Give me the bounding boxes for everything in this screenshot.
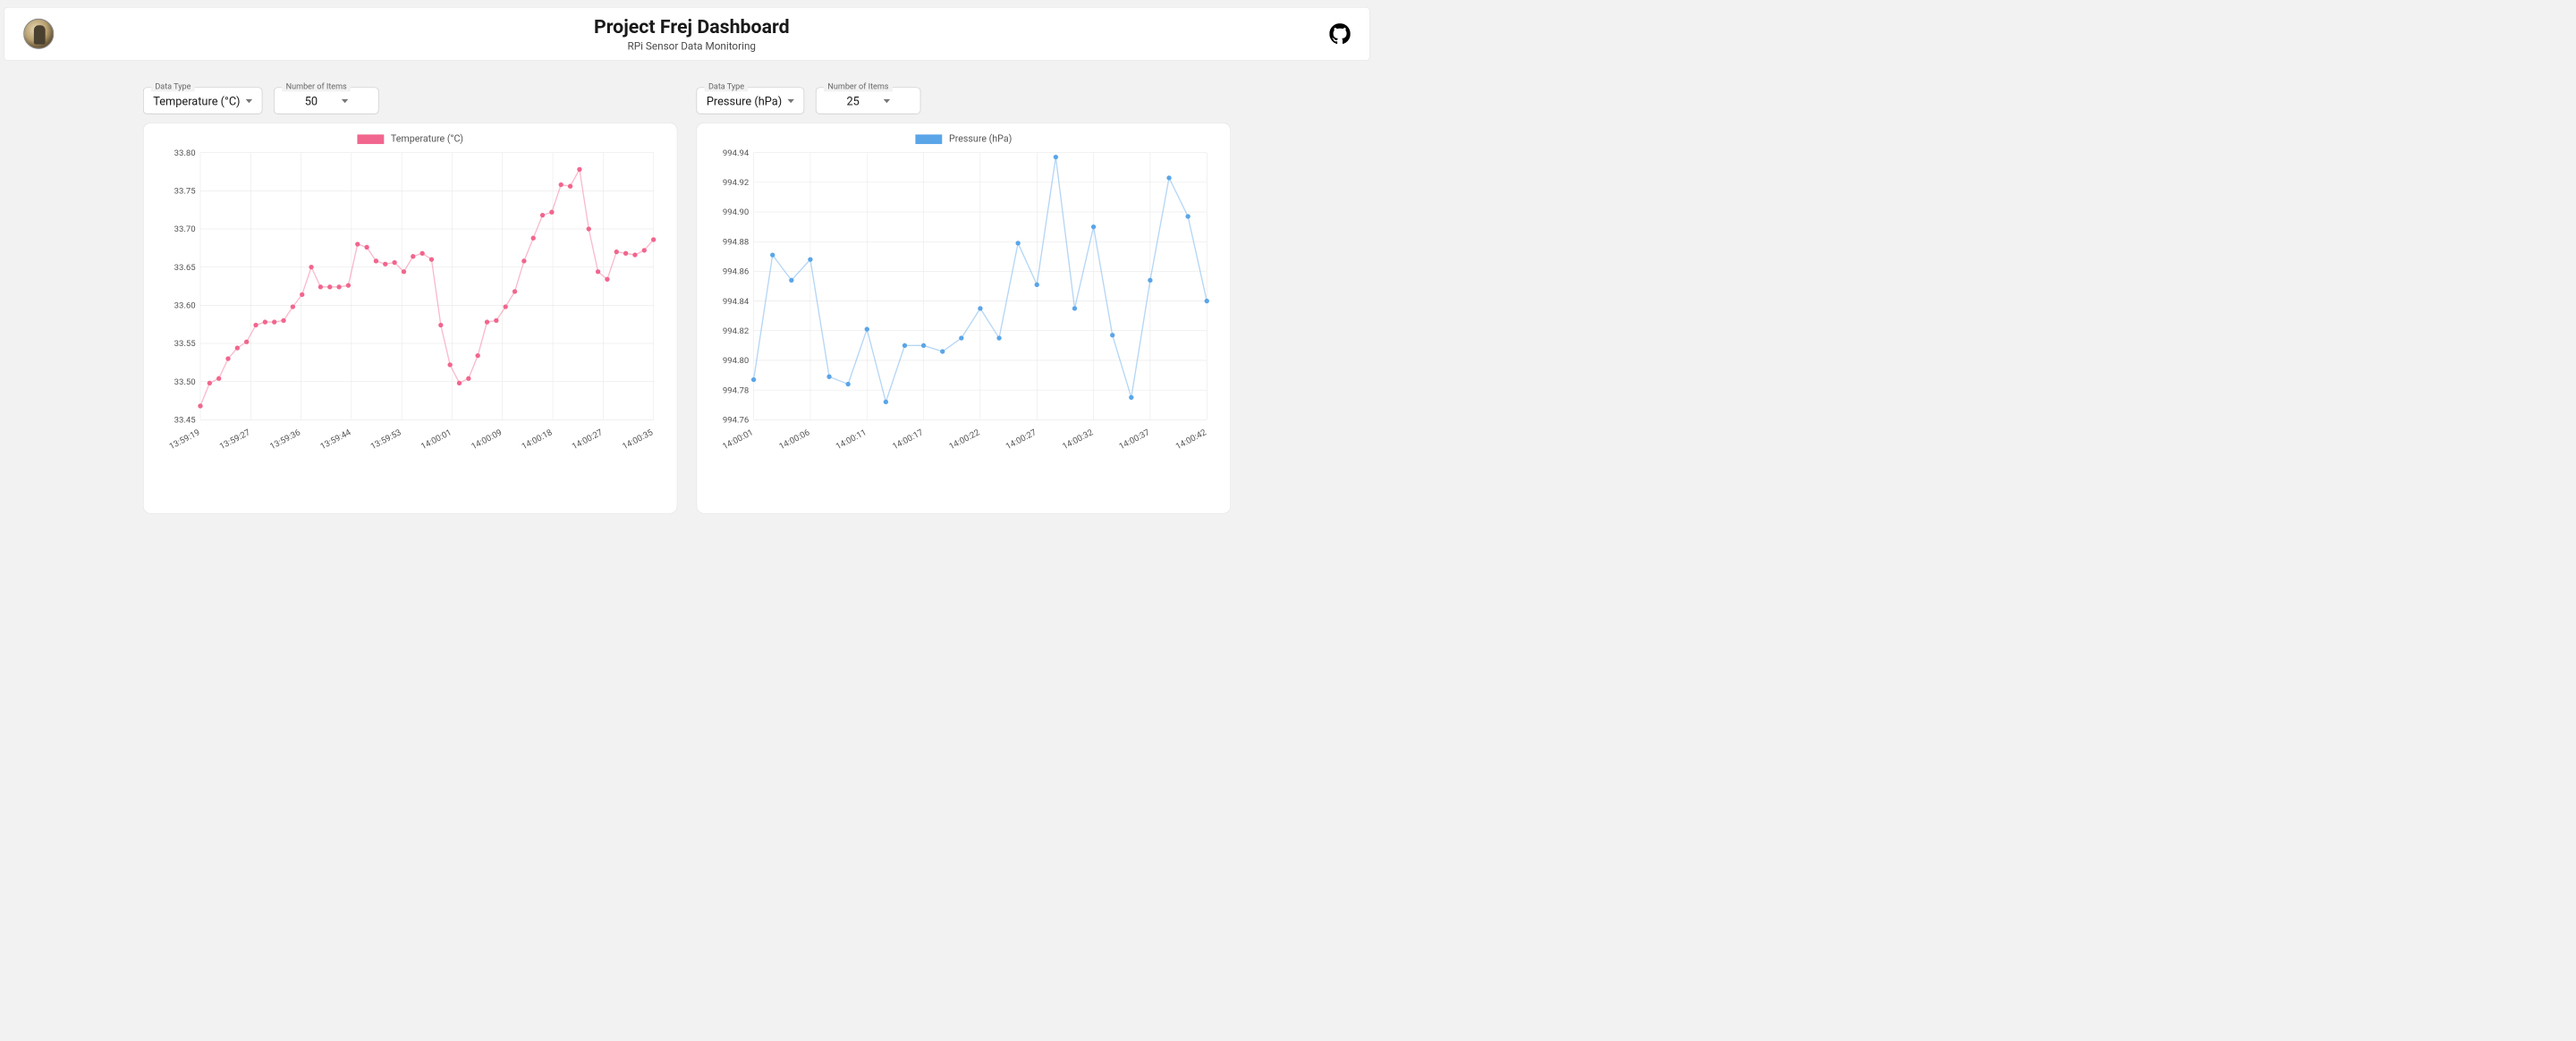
chevron-down-icon <box>342 99 348 103</box>
svg-text:994.76: 994.76 <box>723 416 749 426</box>
pressure-chart: 994.76 994.78 994.80 994.82 994.84 994.86 994.… <box>710 148 1216 453</box>
svg-text:14:00:09: 14:00:09 <box>470 427 504 452</box>
svg-text:14:00:22: 14:00:22 <box>948 427 982 452</box>
svg-text:14:00:27: 14:00:27 <box>571 427 605 452</box>
svg-text:14:00:06: 14:00:06 <box>778 427 812 452</box>
svg-text:14:00:01: 14:00:01 <box>721 427 755 452</box>
chart-panel-right: Data Type Pressure (hPa) Number of Items… <box>697 88 1231 514</box>
svg-text:14:00:37: 14:00:37 <box>1118 427 1152 452</box>
svg-text:33.55: 33.55 <box>174 339 196 349</box>
chevron-down-icon <box>884 99 890 103</box>
panel-controls: Data Type Pressure (hPa) Number of Items… <box>697 88 1231 114</box>
svg-text:994.80: 994.80 <box>723 356 749 366</box>
svg-text:33.75: 33.75 <box>174 187 196 197</box>
page-subtitle: RPi Sensor Data Monitoring <box>54 40 1329 52</box>
dashboard-content: Data Type Temperature (°C) Number of Ite… <box>0 64 1374 513</box>
svg-text:14:00:42: 14:00:42 <box>1174 427 1208 452</box>
svg-text:33.70: 33.70 <box>174 224 196 234</box>
items-count-select[interactable]: Number of Items 25 <box>816 88 920 114</box>
data-type-label: Data Type <box>151 82 195 92</box>
svg-text:13:59:36: 13:59:36 <box>268 427 302 452</box>
svg-text:14:00:35: 14:00:35 <box>621 427 655 452</box>
data-type-label: Data Type <box>705 82 749 92</box>
data-type-value: Pressure (hPa) <box>707 95 782 108</box>
svg-text:14:00:18: 14:00:18 <box>521 427 555 452</box>
svg-text:994.88: 994.88 <box>723 237 749 247</box>
svg-text:14:00:32: 14:00:32 <box>1061 427 1095 452</box>
data-type-select[interactable]: Data Type Pressure (hPa) <box>697 88 805 114</box>
svg-text:13:59:19: 13:59:19 <box>168 427 202 452</box>
items-count-label: Number of Items <box>282 82 351 92</box>
chart-panel-left: Data Type Temperature (°C) Number of Ite… <box>143 88 677 514</box>
svg-text:994.92: 994.92 <box>723 178 750 188</box>
chevron-down-icon <box>788 99 794 103</box>
svg-text:994.82: 994.82 <box>723 326 750 336</box>
items-count-label: Number of Items <box>824 82 893 92</box>
legend-label: Pressure (hPa) <box>949 132 1012 144</box>
chart-legend: Pressure (hPa) <box>710 132 1216 144</box>
svg-text:14:00:11: 14:00:11 <box>835 427 869 452</box>
data-type-select[interactable]: Data Type Temperature (°C) <box>143 88 263 114</box>
chart-legend: Temperature (°C) <box>157 132 663 144</box>
header-title-block: Project Frej Dashboard RPi Sensor Data M… <box>54 15 1329 53</box>
legend-swatch <box>357 134 384 144</box>
github-icon[interactable] <box>1329 23 1350 44</box>
svg-text:33.50: 33.50 <box>174 377 196 387</box>
items-count-value: 50 <box>305 95 318 108</box>
svg-text:994.78: 994.78 <box>723 385 749 395</box>
svg-text:33.65: 33.65 <box>174 263 196 273</box>
svg-text:14:00:17: 14:00:17 <box>891 427 925 452</box>
svg-text:994.90: 994.90 <box>723 207 749 217</box>
svg-text:33.60: 33.60 <box>174 301 196 311</box>
svg-text:994.94: 994.94 <box>723 148 750 158</box>
chart-card-pressure: Pressure (hPa) 994.76994.78994.80994.829… <box>697 123 1231 513</box>
legend-label: Temperature (°C) <box>391 132 463 144</box>
svg-text:13:59:53: 13:59:53 <box>369 427 403 452</box>
svg-text:14:00:27: 14:00:27 <box>1004 427 1038 452</box>
svg-text:33.80: 33.80 <box>174 148 196 158</box>
svg-text:14:00:01: 14:00:01 <box>419 427 453 452</box>
items-count-value: 25 <box>846 95 859 108</box>
app-logo <box>23 19 54 49</box>
panel-controls: Data Type Temperature (°C) Number of Ite… <box>143 88 677 114</box>
svg-text:13:59:27: 13:59:27 <box>218 427 252 452</box>
data-type-value: Temperature (°C) <box>153 95 240 108</box>
svg-text:994.86: 994.86 <box>723 267 749 277</box>
svg-text:33.45: 33.45 <box>174 416 196 426</box>
chart-card-temperature: Temperature (°C) 33.4533.5033.5533.6033.… <box>143 123 677 513</box>
items-count-select[interactable]: Number of Items 50 <box>274 88 378 114</box>
chevron-down-icon <box>246 99 252 103</box>
legend-swatch <box>915 134 942 144</box>
svg-text:13:59:44: 13:59:44 <box>318 427 352 452</box>
page-title: Project Frej Dashboard <box>54 15 1329 38</box>
temperature-chart: 33.45 33.50 33.55 33.60 33.65 33.70 33.75 33.80… <box>157 148 663 453</box>
header: Project Frej Dashboard RPi Sensor Data M… <box>4 7 1369 61</box>
svg-text:994.84: 994.84 <box>723 297 750 307</box>
